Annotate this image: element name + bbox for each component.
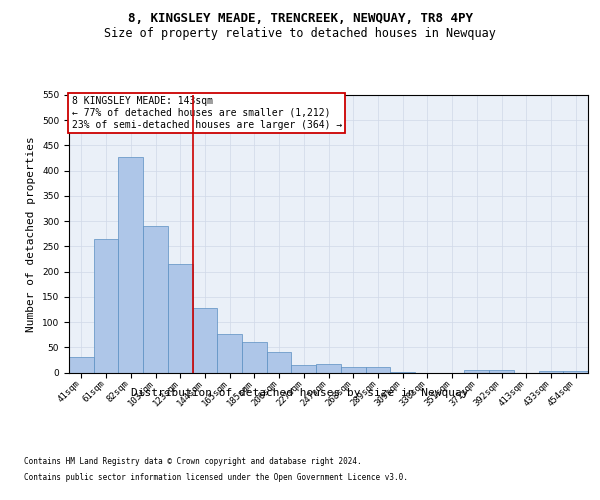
Bar [118, 157, 143, 372]
Bar [539, 371, 563, 372]
Bar [94, 239, 118, 372]
Text: Distribution of detached houses by size in Newquay: Distribution of detached houses by size … [131, 388, 469, 398]
Text: Contains public sector information licensed under the Open Government Licence v3: Contains public sector information licen… [24, 472, 408, 482]
Text: Size of property relative to detached houses in Newquay: Size of property relative to detached ho… [104, 28, 496, 40]
Text: Contains HM Land Registry data © Crown copyright and database right 2024.: Contains HM Land Registry data © Crown c… [24, 458, 362, 466]
Bar [267, 352, 292, 372]
Text: 8 KINGSLEY MEADE: 143sqm
← 77% of detached houses are smaller (1,212)
23% of sem: 8 KINGSLEY MEADE: 143sqm ← 77% of detach… [71, 96, 342, 130]
Bar [168, 264, 193, 372]
Bar [563, 371, 588, 372]
Bar [341, 368, 365, 372]
Text: 8, KINGSLEY MEADE, TRENCREEK, NEWQUAY, TR8 4PY: 8, KINGSLEY MEADE, TRENCREEK, NEWQUAY, T… [128, 12, 473, 26]
Bar [292, 366, 316, 372]
Bar [365, 368, 390, 372]
Bar [193, 308, 217, 372]
Bar [464, 370, 489, 372]
Y-axis label: Number of detached properties: Number of detached properties [26, 136, 37, 332]
Bar [69, 358, 94, 372]
Bar [242, 342, 267, 372]
Bar [316, 364, 341, 372]
Bar [489, 370, 514, 372]
Bar [217, 334, 242, 372]
Bar [143, 226, 168, 372]
